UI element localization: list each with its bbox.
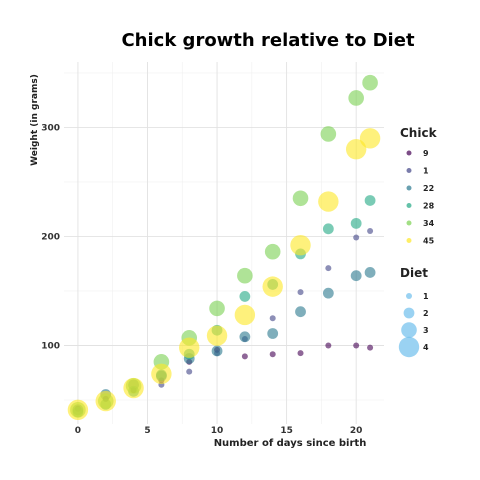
data-point [322, 287, 334, 299]
y-axis-label: Weight (in grams) [30, 74, 40, 166]
data-point [353, 234, 360, 241]
data-points [67, 74, 381, 421]
x-tick-label: 0 [75, 426, 81, 436]
data-point [267, 328, 279, 339]
data-point [325, 265, 332, 272]
data-point [95, 390, 116, 412]
legend-chick-title: Chick [400, 126, 438, 140]
legend-chick-key [406, 150, 412, 156]
data-point [295, 306, 306, 318]
legend-chick-key [406, 168, 412, 173]
x-tick-label: 5 [144, 426, 150, 436]
data-point [234, 304, 256, 326]
data-point [297, 289, 304, 296]
data-point [350, 217, 362, 229]
data-point [292, 190, 309, 207]
legend-diet-label: 4 [423, 343, 429, 352]
legend-chick-label: 45 [423, 237, 435, 246]
data-point [345, 139, 367, 160]
data-point [367, 344, 374, 351]
plot-background [64, 62, 384, 424]
plot-area [64, 62, 384, 424]
data-point [206, 325, 228, 346]
legend-chick-label: 9 [423, 149, 429, 158]
data-point [320, 126, 337, 142]
data-point [359, 128, 381, 149]
x-tick-label: 15 [280, 426, 293, 436]
legend-diet-key [401, 322, 417, 338]
legend-chick-key [406, 238, 412, 243]
legend-diet-key [406, 293, 412, 299]
legend-chick-label: 22 [423, 184, 434, 193]
legend-diet-label: 1 [423, 292, 429, 301]
data-point [67, 399, 89, 421]
data-point [239, 291, 251, 302]
data-point [269, 351, 276, 358]
legend-chick-key [406, 185, 412, 191]
y-tick-label: 100 [41, 341, 60, 351]
x-axis-label: Number of days since birth [214, 438, 367, 449]
data-point [239, 331, 251, 343]
legend-diet-key [403, 307, 415, 319]
data-point [290, 234, 311, 256]
legend-chick-label: 28 [423, 202, 435, 211]
data-point [262, 276, 283, 297]
data-point [362, 74, 378, 91]
data-point [264, 243, 281, 260]
legend-diet-title: Diet [400, 266, 428, 280]
legend-diet-label: 3 [423, 326, 429, 335]
data-point [179, 337, 200, 358]
data-point [211, 345, 223, 357]
data-point [325, 342, 332, 349]
legend-chick-key [406, 220, 412, 226]
data-point [364, 267, 376, 278]
data-point [350, 270, 362, 282]
x-tick-label: 20 [350, 426, 363, 436]
legend-chick-label: 34 [423, 219, 435, 228]
data-point [297, 350, 304, 357]
legend-chick-key [406, 203, 412, 208]
data-point [186, 368, 193, 375]
data-point [353, 342, 360, 349]
data-point [364, 195, 376, 206]
data-point [269, 315, 276, 322]
legend-chick-label: 1 [423, 167, 429, 176]
y-tick-label: 200 [41, 232, 60, 242]
y-tick-label: 300 [41, 123, 60, 133]
data-point [241, 353, 248, 360]
legend-diet-label: 2 [423, 309, 429, 318]
data-point [348, 90, 364, 106]
data-point [151, 363, 172, 385]
data-point [318, 191, 339, 212]
series-chick-45 [67, 128, 381, 421]
data-point [123, 377, 144, 399]
legend-diet-key [398, 336, 420, 358]
data-point [237, 267, 253, 284]
legend-chick: Chick 9 1 22 28 34 45 [400, 126, 438, 246]
data-point [209, 300, 225, 317]
legend-diet: Diet 1 2 3 4 [398, 266, 429, 358]
data-point [322, 223, 334, 235]
y-axis-ticks: 100 200 300 [41, 123, 60, 351]
chart-title: Chick growth relative to Diet [121, 30, 414, 51]
x-axis-ticks: 0 5 10 15 20 [75, 426, 363, 436]
x-tick-label: 10 [211, 426, 224, 436]
data-point [367, 228, 374, 235]
